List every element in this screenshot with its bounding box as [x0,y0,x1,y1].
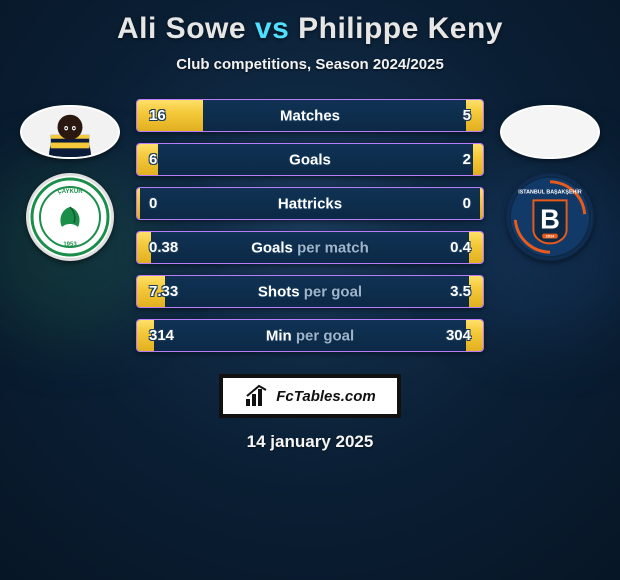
svg-text:2014: 2014 [546,234,555,239]
stat-value-left: 6 [149,151,157,168]
stat-value-right: 2 [463,151,471,168]
stat-label: Hattricks [278,195,342,212]
vs-label: vs [255,12,289,45]
body-row: ÇAYKUR 1953 16Matches56Goals20Hattricks0… [0,99,620,352]
fctables-icon [244,384,272,408]
stat-value-right: 304 [446,327,471,344]
left-side-column: ÇAYKUR 1953 [10,99,130,261]
stat-fill-right [473,144,483,175]
svg-text:B: B [540,204,560,235]
stat-label: Matches [280,107,340,124]
player1-avatar-svg [22,105,118,159]
stat-label: Goals per match [251,239,369,256]
stat-bar: 6 Goals 2 [136,143,484,176]
date-line: 14 january 2025 [0,432,620,452]
player2-avatar [500,105,600,159]
subtitle: Club competitions, Season 2024/2025 [0,56,620,73]
basaksehir-badge-svg: ISTANBUL BAŞAKŞEHİR B 2014 [508,174,592,260]
stat-value-left: 314 [149,327,174,344]
player1-name: Ali Sowe [117,12,246,45]
stat-bar: 0 Hattricks 0 [136,187,484,220]
stat-fill-right [480,188,483,219]
stat-label: Goals [289,151,331,168]
stat-value-right: 0 [463,195,471,212]
footer-logo-text: FcTables.com [276,388,375,405]
svg-text:ISTANBUL BAŞAKŞEHİR: ISTANBUL BAŞAKŞEHİR [518,189,582,196]
stat-value-right: 3.5 [450,283,471,300]
player2-avatar-placeholder-svg [502,105,598,159]
stat-value-right: 0.4 [450,239,471,256]
stat-value-left: 7.33 [149,283,178,300]
stat-fill-left [137,188,140,219]
stat-bar: 16 Matches 5 [136,99,484,132]
stat-fill-right [469,232,483,263]
svg-text:ÇAYKUR: ÇAYKUR [57,189,83,195]
right-side-column: ISTANBUL BAŞAKŞEHİR B 2014 [490,99,610,261]
player2-club-badge: ISTANBUL BAŞAKŞEHİR B 2014 [506,173,594,261]
stat-label: Shots per goal [258,283,362,300]
stats-column: 16 Matches 5 6 Goals 2 0 Hattricks 0 0.38 Goals pe… [130,99,490,352]
stat-value-left: 0.38 [149,239,178,256]
stat-value-left: 0 [149,195,157,212]
rizespor-badge-svg: ÇAYKUR 1953 [30,177,110,257]
stat-label: Min per goal [266,327,354,344]
content-wrapper: Ali Sowe vs Philippe Keny Club competiti… [0,0,620,452]
stat-bar: 7.33 Shots per goal 3.5 [136,275,484,308]
footer-logo: FcTables.com [219,374,401,418]
player2-name: Philippe Keny [298,12,503,45]
stat-value-left: 16 [149,107,166,124]
stat-value-right: 5 [463,107,471,124]
player1-avatar [20,105,120,159]
stat-bar: 314 Min per goal 304 [136,319,484,352]
comparison-title: Ali Sowe vs Philippe Keny [0,12,620,46]
player1-club-badge: ÇAYKUR 1953 [26,173,114,261]
stat-fill-right [469,276,483,307]
svg-text:1953: 1953 [63,242,77,248]
stat-fill-left [137,100,203,131]
stat-bar: 0.38 Goals per match 0.4 [136,231,484,264]
